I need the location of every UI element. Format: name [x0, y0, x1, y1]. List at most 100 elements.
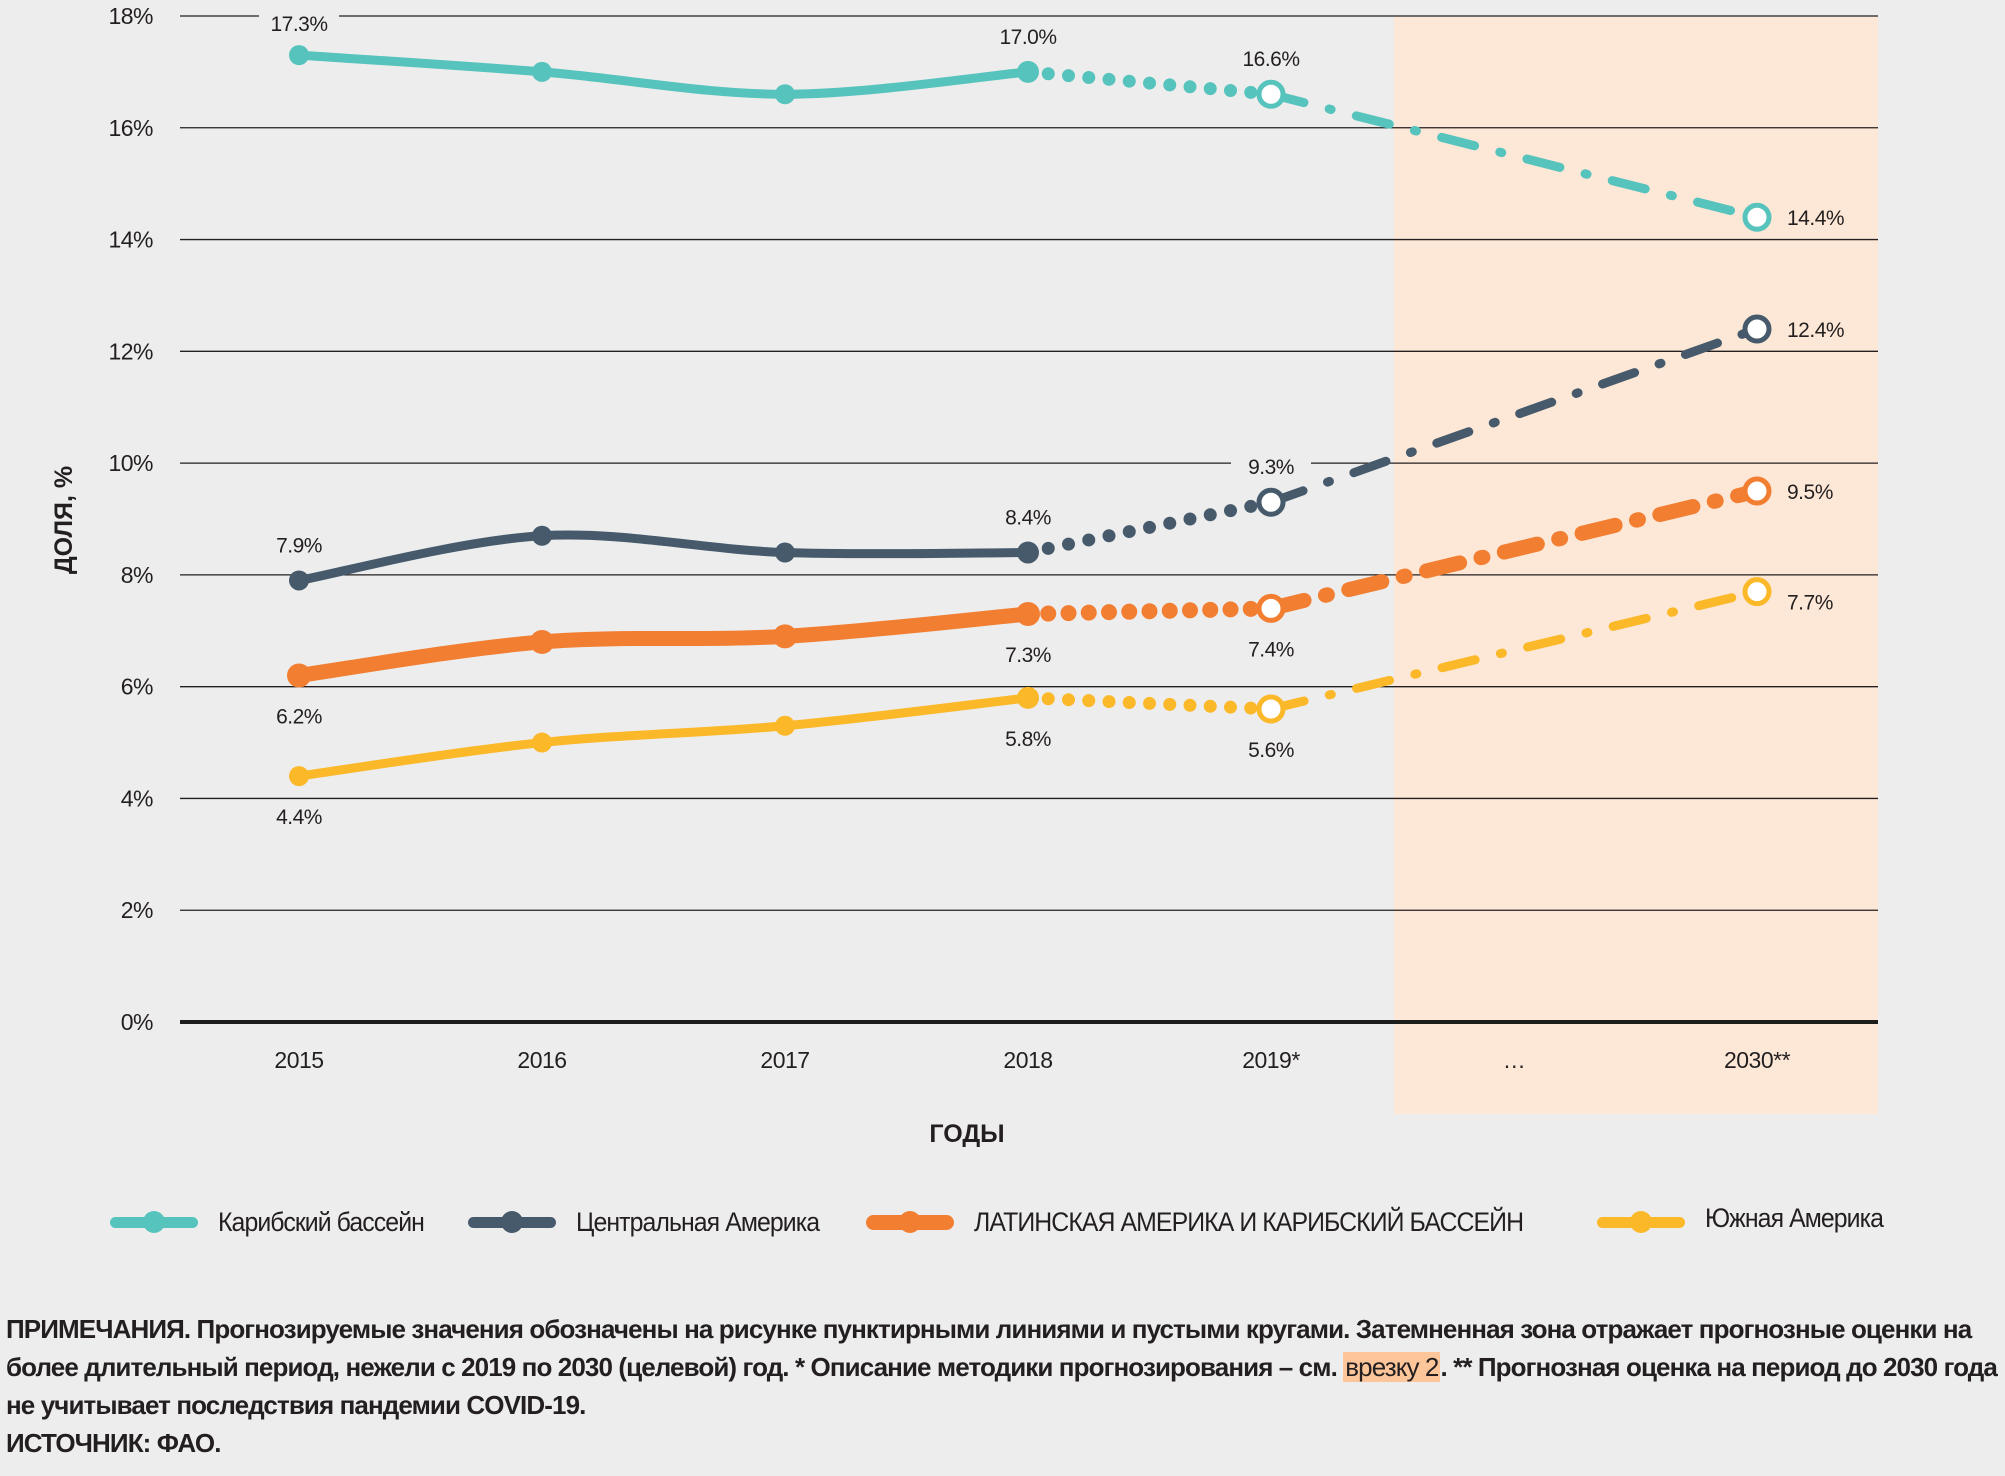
y-tick-label: 12% — [108, 338, 153, 364]
data-point-projected — [1256, 694, 1286, 724]
projection-dot — [1163, 697, 1177, 711]
legend-swatch-icon — [467, 1202, 556, 1242]
data-label: 8.4% — [1005, 507, 1051, 530]
projection-dot — [1182, 602, 1198, 619]
projection-dot — [1122, 74, 1136, 88]
y-tick-label: 2% — [121, 897, 153, 923]
projection-dot — [1102, 72, 1116, 86]
data-point-projected — [1742, 314, 1772, 344]
projection-dot — [1060, 605, 1077, 622]
legend-item-latin-america-caribbean[interactable]: ЛАТИНСКАЯ АМЕРИКА И КАРИБСКИЙ БАССЕЙН — [866, 1202, 1571, 1242]
data-point-actual — [775, 715, 795, 736]
data-point-actual — [1017, 541, 1039, 564]
series-line-projection — [1266, 89, 1762, 222]
projection-dot — [1062, 693, 1075, 707]
projection-dot — [1183, 80, 1197, 94]
projection-dot — [1203, 82, 1217, 96]
y-tick-label: 6% — [121, 674, 153, 700]
data-point-actual — [287, 663, 311, 688]
projection-dot — [1222, 601, 1239, 618]
y-tick-label: 16% — [108, 115, 153, 141]
label-bg — [1231, 452, 1311, 481]
projection-dot — [1224, 504, 1237, 518]
data-label: 5.8% — [1005, 728, 1051, 751]
box-2-link[interactable]: врезку 2 — [1343, 1352, 1441, 1382]
legend-swatch-icon — [866, 1202, 955, 1242]
legend-item-south-america[interactable]: Южная Америка — [1597, 1202, 1899, 1242]
projection-dot — [1082, 533, 1096, 547]
data-label: 6.2% — [276, 705, 322, 728]
legend-label: Южная Америка — [1705, 1202, 1884, 1233]
data-point-actual — [289, 570, 309, 591]
series-0 — [289, 45, 1772, 232]
series-2 — [287, 476, 1772, 688]
y-tick-label: 14% — [108, 227, 153, 253]
y-tick-label: 18% — [108, 3, 153, 29]
data-label: 4.4% — [276, 806, 322, 829]
line-chart: 0% 2% 4% 6% 8% 10% 12% 14% 16% 18% 2015 2016 2017 20… — [50, 3, 1878, 1148]
projection-dot — [1041, 541, 1055, 555]
projection-dot — [1244, 701, 1258, 715]
projection-dot — [1041, 692, 1055, 706]
y-tick-label: 4% — [121, 785, 153, 811]
data-label: 14.4% — [1787, 207, 1844, 230]
projection-dot — [1202, 601, 1219, 618]
notes-line-2: более длительный период, нежели с 2019 п… — [6, 1348, 2005, 1386]
data-point-projected — [1256, 593, 1286, 623]
x-tick-label: 2016 — [517, 1047, 566, 1073]
projection-dot — [1163, 78, 1177, 92]
series-3 — [289, 577, 1772, 787]
projection-dot — [1141, 603, 1158, 620]
data-point-actual — [1017, 686, 1039, 709]
y-tick-label: 8% — [121, 562, 153, 588]
series-line-actual — [291, 606, 1036, 683]
notes-line-2-tail: . ** Прогнозная оценка на период до 2030… — [1440, 1352, 1997, 1382]
x-tick-label: 2015 — [274, 1047, 323, 1073]
data-point-actual — [532, 61, 552, 82]
y-tick-label: 10% — [108, 450, 153, 476]
y-axis-title: ДОЛЯ, % — [50, 466, 78, 574]
legend: Карибский бассейн Центральная Америка ЛА… — [110, 1202, 1925, 1242]
data-label: 7.4% — [1248, 638, 1294, 661]
projection-dot — [1101, 604, 1117, 621]
data-label: 5.6% — [1248, 739, 1294, 762]
projection-dot — [1082, 694, 1096, 708]
y-tick-label: 0% — [121, 1009, 153, 1035]
data-label: 7.9% — [276, 534, 322, 557]
legend-label: Центральная Америка — [575, 1206, 820, 1237]
projection-dot — [1080, 604, 1097, 621]
data-point-actual — [532, 525, 552, 546]
legend-swatch-icon — [1597, 1202, 1686, 1242]
series-line-projection — [1266, 587, 1762, 714]
data-point-actual — [775, 84, 795, 105]
legend-item-caribbean[interactable]: Карибский бассейн — [110, 1202, 442, 1242]
data-point-actual — [532, 732, 552, 753]
legend-item-central-america[interactable]: Центральная Америка — [467, 1202, 840, 1242]
label-bg — [259, 9, 339, 38]
notes-line-2-text: более длительный период, нежели с 2019 п… — [6, 1352, 1344, 1382]
projection-dot — [1040, 605, 1057, 622]
legend-label: ЛАТИНСКАЯ АМЕРИКА И КАРИБСКИЙ БАССЕЙН — [974, 1206, 1524, 1237]
projection-dot — [1203, 508, 1217, 522]
projection-dot — [1224, 84, 1237, 98]
x-tick-label: 2030** — [1724, 1047, 1791, 1073]
legend-swatch-icon — [110, 1202, 198, 1242]
projection-dot — [1143, 696, 1156, 710]
data-label: 7.7% — [1787, 592, 1833, 615]
series-line-projection — [1263, 483, 1765, 616]
projection-dot — [1224, 700, 1237, 714]
data-point-actual — [773, 624, 797, 649]
data-label: 17.0% — [999, 26, 1056, 49]
data-point-actual — [289, 45, 309, 66]
x-tick-label: 2018 — [1003, 1047, 1052, 1073]
projection-dot — [1122, 525, 1136, 539]
data-label: 7.3% — [1005, 644, 1051, 667]
projection-dot — [1122, 696, 1136, 710]
projection-dot — [1163, 516, 1177, 530]
data-point-actual — [1016, 602, 1040, 627]
x-axis-title: ГОДЫ — [929, 1120, 1004, 1148]
data-point-actual — [289, 766, 309, 787]
x-tick-label: 2019* — [1242, 1047, 1300, 1073]
projection-dot — [1102, 695, 1116, 709]
projection-dot — [1062, 69, 1075, 83]
